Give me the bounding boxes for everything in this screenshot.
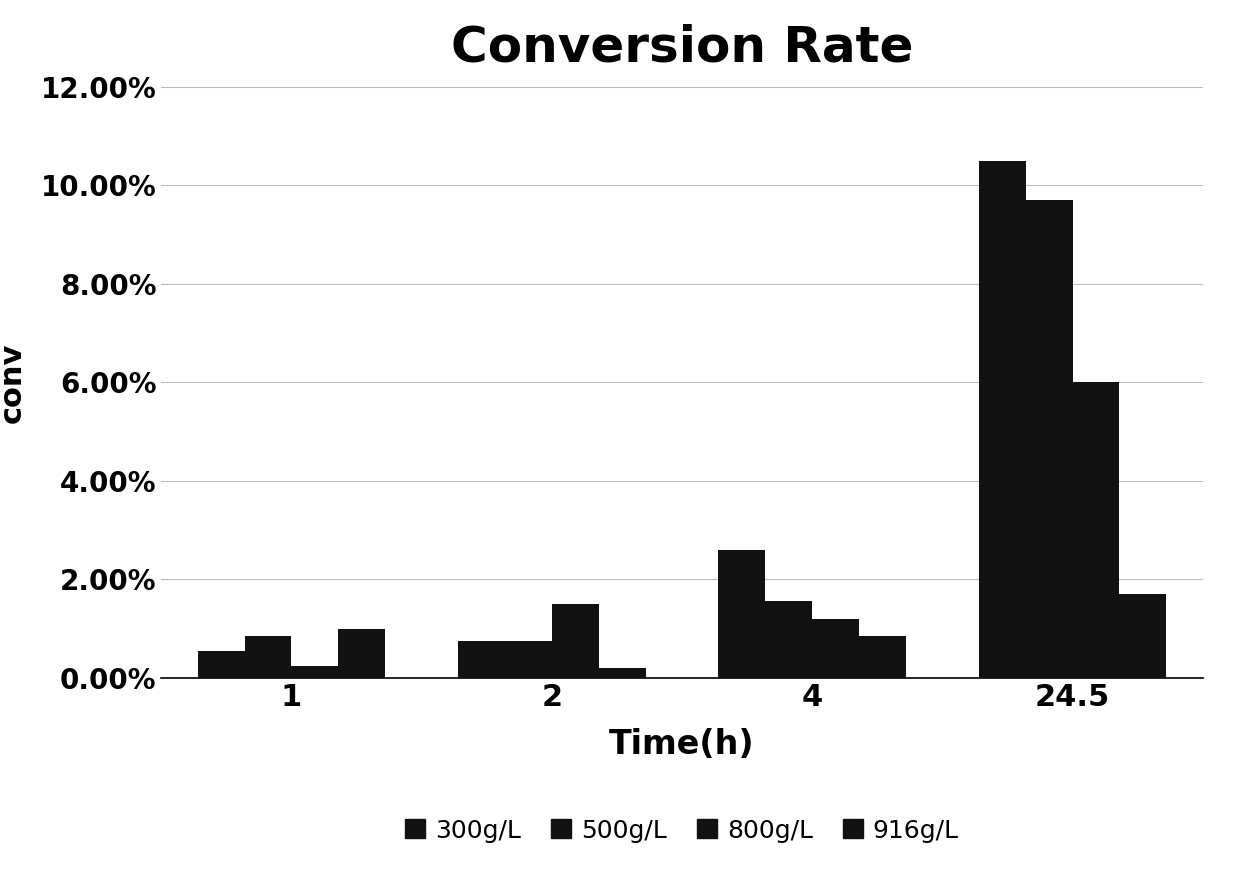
Bar (765, 601, 812, 678)
Bar (505, 641, 552, 678)
Bar (859, 636, 906, 678)
Bar (339, 628, 386, 678)
Bar (718, 550, 765, 678)
Bar (197, 651, 244, 678)
Bar (244, 636, 291, 678)
Bar (1073, 382, 1120, 678)
Bar (978, 161, 1025, 678)
Title: Conversion Rate: Conversion Rate (451, 24, 913, 72)
Bar (291, 666, 339, 678)
Legend: 300g/L, 500g/L, 800g/L, 916g/L: 300g/L, 500g/L, 800g/L, 916g/L (396, 808, 968, 852)
Bar (599, 668, 646, 678)
Bar (458, 641, 505, 678)
Bar (812, 619, 859, 678)
Bar (1025, 200, 1073, 678)
Bar (552, 604, 599, 678)
Bar (1120, 594, 1167, 678)
X-axis label: Time(h): Time(h) (609, 728, 755, 761)
Y-axis label: conv: conv (0, 342, 27, 422)
